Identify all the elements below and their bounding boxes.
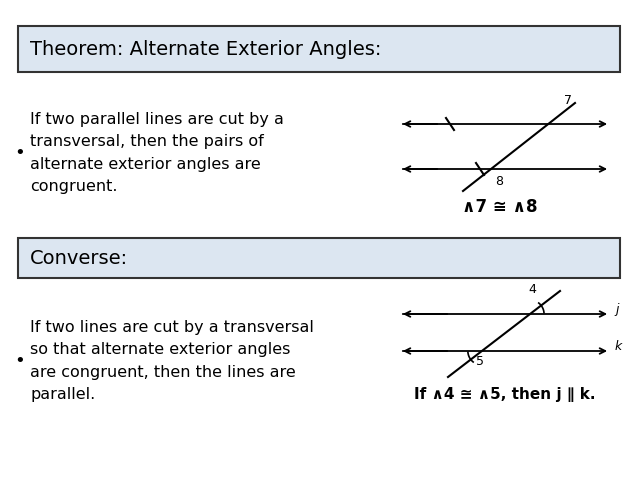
Text: j: j: [615, 304, 618, 317]
Text: ∧7 ≅ ∧8: ∧7 ≅ ∧8: [463, 198, 538, 216]
Text: 5: 5: [476, 355, 484, 368]
Text: If two parallel lines are cut by a
transversal, then the pairs of
alternate exte: If two parallel lines are cut by a trans…: [30, 112, 284, 194]
FancyBboxPatch shape: [18, 238, 620, 278]
Text: If two lines are cut by a transversal
so that alternate exterior angles
are cong: If two lines are cut by a transversal so…: [30, 320, 314, 402]
FancyBboxPatch shape: [18, 26, 620, 72]
Text: •: •: [14, 352, 25, 370]
Text: 8: 8: [495, 175, 503, 188]
Text: If ∧4 ≅ ∧5, then j ∥ k.: If ∧4 ≅ ∧5, then j ∥ k.: [414, 388, 596, 402]
Text: Converse:: Converse:: [30, 249, 128, 267]
Text: •: •: [14, 144, 25, 162]
Text: 4: 4: [528, 283, 536, 296]
Text: 7: 7: [564, 94, 572, 107]
Text: k: k: [615, 341, 622, 354]
Text: Theorem: Alternate Exterior Angles:: Theorem: Alternate Exterior Angles:: [30, 39, 382, 58]
